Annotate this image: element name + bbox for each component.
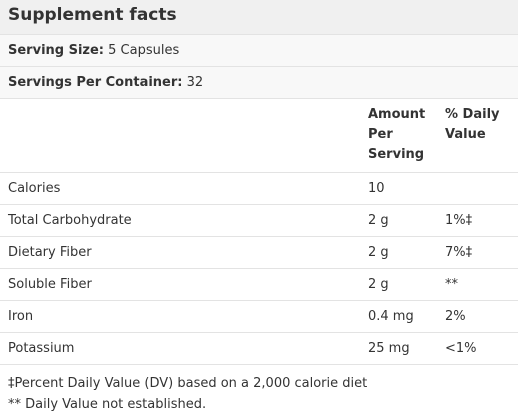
nutrient-amount: 0.4 mg bbox=[368, 309, 414, 324]
nutrient-daily-value: ** bbox=[445, 277, 458, 292]
table-row: Total Carbohydrate 2 g 1%‡ bbox=[0, 205, 518, 237]
panel-title: Supplement facts bbox=[8, 5, 177, 25]
nutrient-daily-value: <1% bbox=[445, 341, 477, 356]
nutrient-daily-value: 2% bbox=[445, 309, 466, 324]
nutrient-amount: 25 mg bbox=[368, 341, 410, 356]
table-row: Dietary Fiber 2 g 7%‡ bbox=[0, 237, 518, 269]
nutrient-amount: 2 g bbox=[368, 277, 389, 292]
table-row: Calories 10 bbox=[0, 173, 518, 205]
serving-size-row: Serving Size: 5 Capsules bbox=[0, 35, 518, 67]
serving-size-label: Serving Size: bbox=[8, 43, 105, 58]
nutrient-name: Soluble Fiber bbox=[8, 277, 92, 292]
daily-value-header: % Daily Value bbox=[445, 107, 500, 142]
nutrient-name: Iron bbox=[8, 309, 34, 324]
nutrient-daily-value: 1%‡ bbox=[445, 213, 473, 228]
footnote-dv-not-established: ** Daily Value not established. bbox=[8, 397, 207, 412]
amount-per-serving-header: Amount Per Serving bbox=[368, 107, 426, 162]
nutrient-daily-value: 7%‡ bbox=[445, 245, 473, 260]
table-row: Iron 0.4 mg 2% bbox=[0, 301, 518, 333]
table-row: Soluble Fiber 2 g ** bbox=[0, 269, 518, 301]
nutrient-name: Potassium bbox=[8, 341, 75, 356]
table-row: Potassium 25 mg <1% bbox=[0, 333, 518, 365]
footnote-dv-basis: ‡Percent Daily Value (DV) based on a 2,0… bbox=[8, 376, 368, 391]
serving-size-value: 5 Capsules bbox=[108, 43, 180, 58]
servings-per-container-label: Servings Per Container: bbox=[8, 75, 183, 90]
column-header-row: Amount Per Serving % Daily Value bbox=[0, 99, 518, 173]
nutrient-name: Total Carbohydrate bbox=[8, 213, 132, 228]
nutrient-amount: 2 g bbox=[368, 213, 389, 228]
footnotes: ‡Percent Daily Value (DV) based on a 2,0… bbox=[8, 373, 367, 415]
nutrient-amount: 2 g bbox=[368, 245, 389, 260]
panel-title-bar: Supplement facts bbox=[0, 0, 518, 35]
nutrient-amount: 10 bbox=[368, 181, 385, 196]
nutrient-name: Calories bbox=[8, 181, 61, 196]
servings-per-container-value: 32 bbox=[186, 75, 204, 90]
servings-per-container-row: Servings Per Container: 32 bbox=[0, 67, 518, 99]
nutrient-name: Dietary Fiber bbox=[8, 245, 92, 260]
